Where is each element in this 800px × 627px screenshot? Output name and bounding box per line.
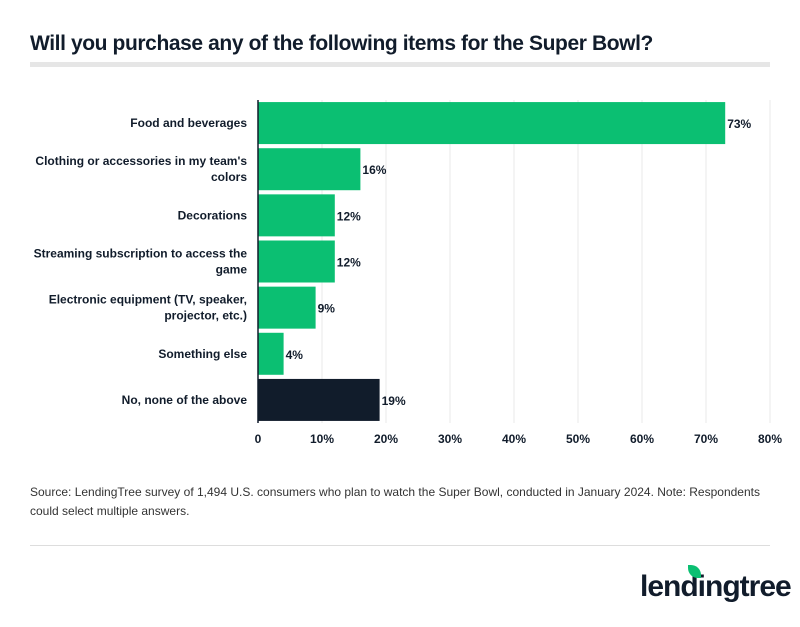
x-tick-label: 30% — [438, 432, 462, 446]
category-label: Electronic equipment (TV, speaker, — [49, 293, 247, 307]
data-label: 4% — [286, 348, 304, 362]
category-label: Something else — [158, 347, 247, 361]
x-tick-label: 10% — [310, 432, 334, 446]
category-label: game — [216, 263, 248, 277]
data-label: 9% — [318, 302, 336, 316]
x-tick-label: 70% — [694, 432, 718, 446]
category-label: Decorations — [178, 208, 248, 222]
x-tick-label: 80% — [758, 432, 782, 446]
footer-divider — [30, 545, 770, 546]
bar — [258, 102, 726, 145]
category-label: Streaming subscription to access the — [34, 247, 248, 261]
category-label: No, none of the above — [122, 393, 248, 407]
data-label: 73% — [727, 117, 751, 131]
category-label: Clothing or accessories in my team's — [35, 154, 247, 168]
data-label: 12% — [337, 256, 361, 270]
bar — [258, 148, 361, 191]
bar — [258, 378, 380, 421]
bar-chart: 0 10% 20% 30% 40% 50% 60% 70% 80% 73% Food and bev… — [34, 100, 782, 446]
category-label: Food and beverages — [130, 116, 247, 130]
lendingtree-logo: lendingtree — [640, 570, 792, 603]
bar — [258, 240, 335, 283]
category-label: colors — [211, 170, 247, 184]
x-tick-label: 40% — [502, 432, 526, 446]
data-label: 12% — [337, 209, 361, 223]
category-label: projector, etc.) — [164, 309, 247, 323]
x-tick-label: 50% — [566, 432, 590, 446]
bar — [258, 194, 335, 237]
data-label: 19% — [382, 394, 406, 408]
title-divider — [30, 62, 770, 67]
x-tick-label: 20% — [374, 432, 398, 446]
source-note: Source: LendingTree survey of 1,494 U.S.… — [30, 485, 760, 518]
x-tick-label: 0 — [255, 432, 262, 446]
data-label: 16% — [362, 163, 386, 177]
bar — [258, 286, 316, 329]
bar — [258, 332, 284, 375]
leaf-icon — [688, 565, 701, 578]
x-tick-label: 60% — [630, 432, 654, 446]
chart-title: Will you purchase any of the following i… — [30, 32, 653, 55]
